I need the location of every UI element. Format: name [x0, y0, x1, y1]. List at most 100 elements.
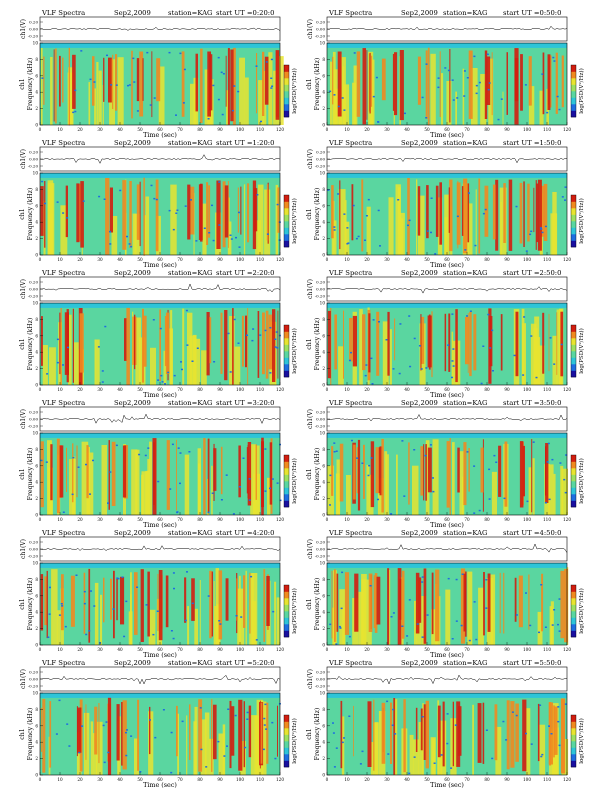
spectrogram-speckle: [255, 639, 258, 641]
x-tick-label: 40: [404, 257, 410, 262]
spectrogram-burst: [66, 309, 69, 383]
spectrogram-speckle: [106, 54, 108, 57]
spectrogram-burst: [206, 312, 210, 376]
x-tick-label: 40: [117, 257, 123, 262]
colorbar-swatch: [284, 331, 289, 339]
spectrogram-speckle: [89, 493, 91, 495]
colorbar-swatch: [571, 338, 576, 345]
spectrogram-burst: [415, 707, 418, 752]
spectrogram-speckle: [274, 346, 277, 348]
spectrogram-burst: [72, 54, 76, 109]
spectrogram-band: [552, 335, 558, 385]
trace-axis-label: ch1(V): [20, 539, 27, 559]
colorbar-swatch: [571, 370, 576, 378]
spectrogram-burst: [371, 55, 373, 107]
spectrogram-burst: [209, 317, 212, 364]
spectrogram-burst: [537, 703, 540, 762]
panel-title: VLF Spectra: [41, 269, 85, 277]
panel-station: station=KAG: [443, 529, 487, 537]
trace-tick-label: -0.20: [28, 34, 39, 39]
trace-tick-label: 0.00: [316, 27, 325, 32]
trace-tick-label: 0.00: [29, 287, 38, 292]
spectrogram-band: [56, 610, 61, 645]
spectrogram-speckle: [60, 603, 63, 605]
spectrogram-speckle: [176, 511, 179, 514]
spectrogram-burst: [85, 704, 87, 760]
spectrogram-band: [229, 316, 235, 385]
spectrogram-speckle: [67, 346, 69, 349]
spectrogram-speckle: [346, 243, 349, 245]
spectrogram-speckle: [191, 602, 194, 605]
x-tick-label: 80: [197, 387, 203, 392]
x-tick-label: 20: [364, 777, 370, 782]
colorbar-swatch: [571, 500, 576, 508]
spectrogram-speckle: [488, 498, 491, 500]
x-tick-label: 70: [177, 257, 183, 262]
spectrogram-band: [327, 465, 334, 515]
colorbar-frame: [570, 324, 577, 378]
spectrogram-burst: [189, 704, 191, 760]
spectrogram-burst: [190, 186, 195, 235]
y-tick-label: 8: [322, 57, 325, 62]
spectrogram-speckle: [116, 577, 119, 579]
x-tick-label: 50: [137, 777, 143, 782]
spectrogram-speckle: [207, 118, 210, 120]
spectrogram-burst: [208, 185, 211, 238]
spectrogram-burst: [461, 186, 464, 236]
spectrogram-band: [329, 61, 333, 125]
spectrogram-burst: [463, 442, 467, 506]
spectrogram-speckle: [156, 610, 159, 612]
spectrogram-speckle: [348, 635, 351, 638]
x-tick-label: 60: [157, 257, 163, 262]
spectrogram-speckle: [177, 447, 180, 449]
spectrogram-burst: [522, 445, 525, 497]
spectrogram-band: [132, 213, 137, 255]
spectrogram-band: [451, 331, 454, 385]
spectrogram-burst: [468, 50, 473, 119]
spectrogram-burst: [149, 706, 151, 755]
x-tick-label: 120: [276, 387, 284, 392]
trace-line: [326, 25, 568, 30]
spectrogram-burst: [59, 445, 64, 498]
spectrogram-band: [345, 221, 350, 255]
y-tick-label: 10: [320, 301, 326, 306]
spectrogram-speckle: [276, 203, 279, 206]
y-tick-label: 2: [322, 626, 325, 631]
spectrogram-speckle: [101, 381, 104, 383]
panel-date: Sep2,2009: [401, 139, 438, 147]
trace-tick-label: 0.20: [316, 150, 325, 155]
spectrogram-speckle: [452, 365, 455, 367]
panel-station: station=KAG: [168, 9, 212, 17]
x-tick-label: 40: [117, 517, 123, 522]
spectrogram-speckle: [557, 706, 560, 708]
spectrogram-speckle: [335, 643, 338, 645]
spectrogram-speckle: [229, 371, 232, 373]
spectrogram-burst: [59, 312, 61, 375]
colorbar-swatch: [284, 624, 289, 631]
x-tick-label: 60: [157, 387, 163, 392]
y-tick-label: 10: [33, 691, 39, 696]
spectrogram-burst: [381, 439, 384, 513]
spectrogram-speckle: [426, 614, 429, 616]
spectrogram-band: [361, 574, 367, 645]
panel-date: Sep2,2009: [401, 9, 438, 17]
spectrogram-speckle: [72, 456, 75, 459]
panel-start-ut: start UT =4:20:0: [216, 529, 274, 537]
spectrogram-speckle: [552, 56, 555, 59]
spectrogram-speckle: [264, 448, 267, 450]
channel-label: ch1: [306, 208, 313, 219]
spectrogram-speckle: [540, 755, 543, 758]
spectrogram-speckle: [558, 108, 561, 111]
spectrogram-speckle: [491, 757, 494, 760]
spectrogram-speckle: [556, 95, 559, 98]
x-tick-label: 50: [424, 517, 430, 522]
y-tick-label: 8: [35, 57, 38, 62]
y-tick-label: 2: [35, 106, 38, 111]
trace-line: [326, 286, 568, 294]
spectrogram-band: [148, 711, 154, 775]
colorbar-swatch: [571, 728, 576, 735]
spectrogram-band: [549, 606, 553, 645]
x-axis-label: Time (sec): [430, 131, 464, 139]
spectrogram-speckle: [170, 771, 173, 774]
spectrogram-speckle: [446, 742, 449, 745]
